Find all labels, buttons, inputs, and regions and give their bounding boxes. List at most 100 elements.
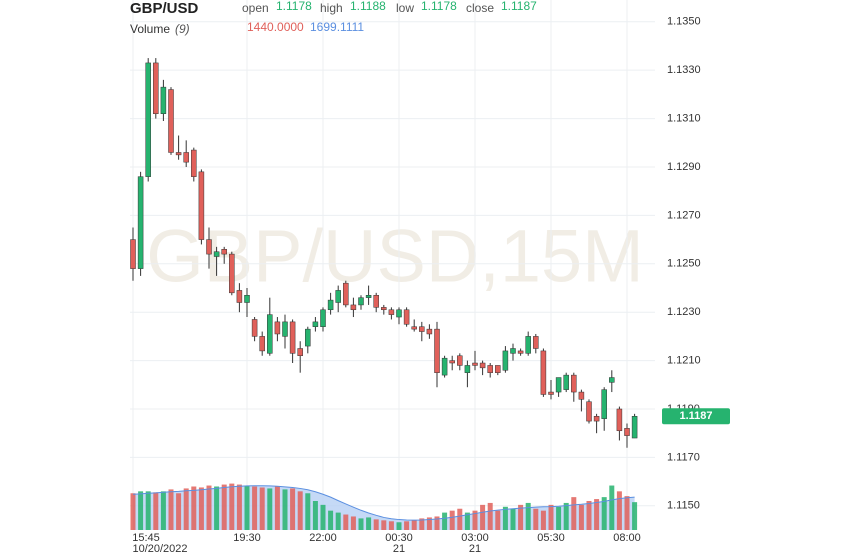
candle-body (335, 290, 341, 303)
candle-body (244, 295, 250, 303)
candle-body (487, 365, 493, 373)
volume-label: Volume (130, 22, 170, 36)
volume-bar (396, 522, 402, 530)
volume-bar (267, 488, 273, 530)
volume-bar (229, 483, 235, 530)
candle-body (609, 377, 615, 383)
volume-bar (426, 517, 432, 530)
candle-body (441, 357, 448, 376)
candle-body (259, 336, 265, 352)
volume-bar (312, 501, 318, 530)
volume-bar (594, 499, 600, 530)
volume-bar (411, 520, 417, 530)
candle-body (206, 239, 212, 255)
candle-body (282, 321, 288, 337)
volume-bar (335, 512, 341, 530)
candle-body (289, 321, 296, 354)
volume-bar (388, 521, 394, 530)
low-value: 1.1178 (421, 0, 457, 13)
volume-bar (252, 486, 258, 530)
close-label: close (466, 1, 494, 15)
candle-body (510, 348, 516, 354)
candle-body (479, 362, 486, 369)
volume-bar (578, 504, 584, 530)
y-tick-label: 1.1330 (667, 64, 701, 76)
volume-bar (586, 501, 592, 530)
volume-bar (563, 502, 569, 530)
x-date-label: 21 (393, 543, 405, 555)
candle-body (320, 309, 326, 327)
candle-body (593, 416, 600, 422)
candle-body (426, 328, 433, 335)
candle-body (145, 62, 151, 177)
volume-bar (510, 508, 516, 530)
volume-bar (160, 491, 166, 530)
candle-body (343, 282, 349, 306)
candle-body (624, 428, 630, 436)
volume-value: 1440.0000 (247, 20, 304, 34)
open-value: 1.1178 (276, 0, 312, 13)
volume-bar (449, 510, 455, 530)
candle-body (350, 304, 357, 311)
volume-bar (487, 502, 493, 530)
volume-bar (373, 519, 379, 530)
candle-body (191, 149, 197, 177)
volume-bar (328, 510, 334, 530)
y-tick-label: 1.1350 (667, 16, 701, 28)
volume-ma-area (133, 485, 635, 530)
volume-bar (320, 504, 326, 530)
volume-bar (244, 485, 250, 530)
candle-body (563, 374, 569, 390)
candle-body (137, 176, 144, 269)
close-value: 1.1187 (501, 0, 537, 13)
high-value: 1.1188 (350, 0, 386, 13)
y-tick-label: 1.1290 (667, 161, 701, 173)
candle-body (411, 326, 417, 330)
volume-bar (366, 517, 372, 530)
candle-body (388, 309, 395, 315)
volume-bar (191, 486, 197, 530)
volume-bar (533, 508, 539, 530)
volume-bar (518, 504, 524, 530)
candle-body (229, 253, 235, 294)
volume-bar (153, 492, 159, 530)
volume-bar (221, 484, 227, 530)
candle-body (358, 297, 364, 306)
x-tick-label: 05:30 (537, 532, 565, 544)
volume-bar (556, 506, 562, 530)
x-tick-label: 19:30 (233, 532, 261, 544)
volume-bar (434, 516, 440, 530)
volume-bar (472, 510, 478, 530)
volume-bar (381, 520, 387, 530)
candle-body (221, 249, 227, 255)
candle-body (251, 319, 258, 337)
volume-bar (540, 510, 546, 530)
volume-bar (632, 502, 638, 530)
volume-ma-line (132, 485, 635, 521)
x-tick-label: 22:00 (309, 532, 337, 544)
candle-body (267, 314, 273, 354)
candle-body (631, 416, 638, 439)
y-tick-label: 1.1210 (667, 354, 701, 366)
volume-bar (138, 491, 144, 530)
y-tick-label: 1.1170 (667, 451, 700, 463)
low-label: low (396, 1, 414, 15)
x-tick-label: 08:00 (613, 532, 641, 544)
y-tick-label: 1.1310 (667, 112, 701, 124)
volume-bar (198, 487, 204, 530)
y-tick-label: 1.1150 (667, 500, 700, 512)
candle-body (365, 295, 372, 298)
x-tick-label: 00:30 (385, 532, 413, 544)
volume-bar (457, 508, 463, 530)
candle-body (533, 336, 539, 349)
volume-bar (548, 504, 554, 530)
volume-bar (480, 504, 486, 530)
candle-body (381, 307, 387, 311)
x-tick-label: 03:00 (461, 532, 489, 544)
volume-ma-value: 1699.1111 (310, 20, 364, 34)
candle-body (274, 321, 281, 335)
candle-body (198, 171, 205, 240)
last-price-label: 1.1187 (679, 410, 712, 422)
volume-bar (464, 512, 470, 530)
candle-body (419, 326, 425, 332)
